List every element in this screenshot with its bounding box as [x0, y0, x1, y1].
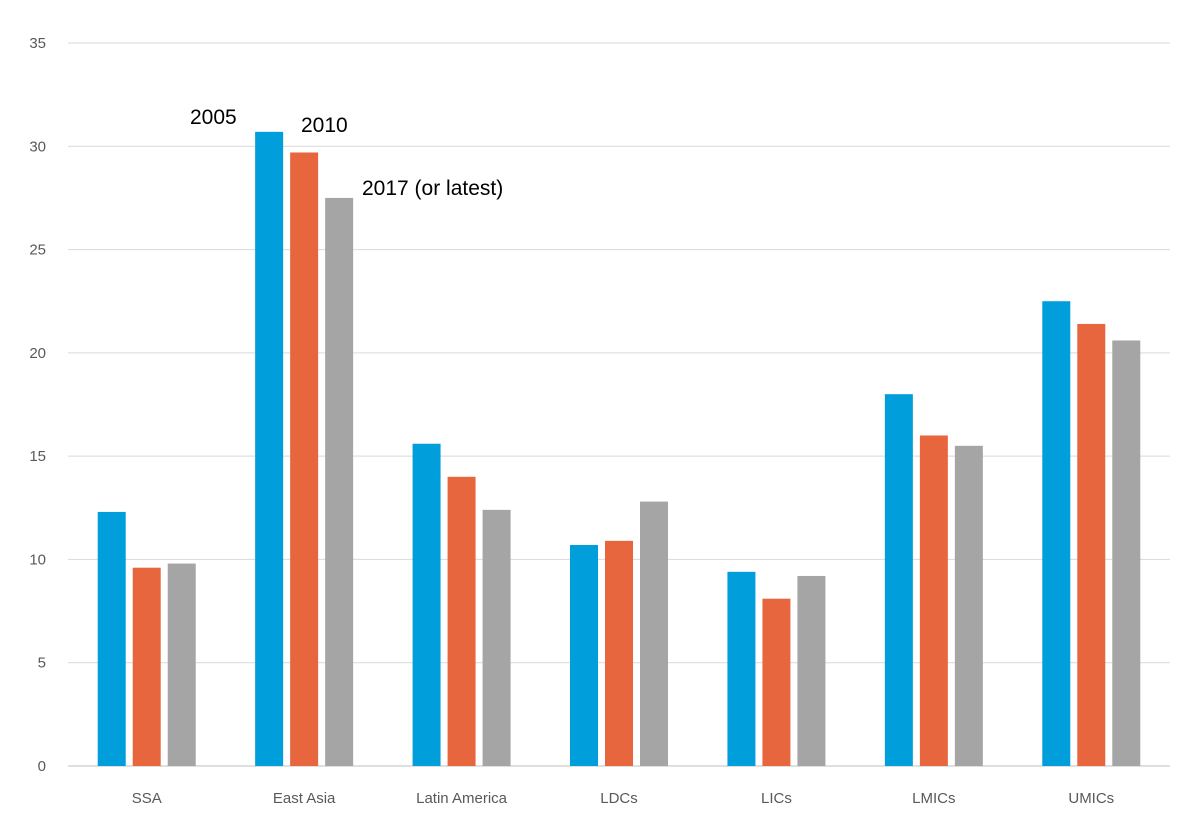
- y-tick-label: 10: [29, 551, 46, 568]
- x-category-label: LDCs: [600, 790, 638, 807]
- series-label-2017: 2017 (or latest): [362, 177, 503, 200]
- bar-2017-lmics: [954, 445, 983, 766]
- x-category-label: Latin America: [416, 790, 508, 807]
- bar-2005-ssa: [97, 511, 126, 766]
- bar-2010-ssa: [132, 567, 161, 766]
- bar-2010-latin-america: [447, 476, 476, 766]
- y-tick-label: 30: [29, 138, 46, 155]
- bar-2010-umics: [1077, 323, 1106, 766]
- series-labels: 2005 2010 2017 (or latest): [190, 106, 503, 200]
- bar-2017-umics: [1112, 340, 1141, 766]
- y-tick-label: 0: [38, 758, 46, 775]
- y-tick-label: 15: [29, 448, 46, 465]
- y-tick-label: 20: [29, 345, 46, 362]
- bar-2005-lmics: [884, 394, 913, 766]
- series-label-2005: 2005: [190, 106, 237, 129]
- x-category-label: East Asia: [273, 790, 336, 807]
- x-axis-category-labels: SSA East Asia Latin America LDCs LICs LMICs UM…: [132, 790, 1114, 807]
- bar-2005-east-asia: [255, 131, 284, 767]
- series-label-2010: 2010: [301, 114, 348, 137]
- y-tick-label: 25: [29, 242, 46, 259]
- bar-2010-east-asia: [290, 152, 319, 767]
- bar-2017-latin-america: [482, 509, 511, 766]
- bar-2005-umics: [1042, 301, 1071, 766]
- bar-2017-ldcs: [640, 501, 668, 766]
- x-category-label: UMICs: [1068, 790, 1114, 807]
- y-axis-tick-labels: 0 5 10 15 20 25 30 35: [29, 35, 46, 775]
- bar-2017-lics: [797, 575, 826, 766]
- bars: [97, 131, 1141, 767]
- bar-2017-east-asia: [325, 197, 354, 766]
- bar-2010-lmics: [919, 435, 948, 766]
- x-category-label: LICs: [761, 790, 792, 807]
- bar-2005-ldcs: [570, 544, 598, 766]
- bar-2005-lics: [727, 571, 756, 766]
- x-category-label: SSA: [132, 790, 162, 807]
- bar-2010-ldcs: [605, 540, 633, 766]
- y-tick-label: 5: [38, 655, 46, 672]
- bar-2005-latin-america: [412, 443, 441, 766]
- y-tick-label: 35: [29, 35, 46, 52]
- bar-2017-ssa: [167, 563, 196, 766]
- x-category-label: LMICs: [912, 790, 955, 807]
- bar-2010-lics: [762, 598, 791, 766]
